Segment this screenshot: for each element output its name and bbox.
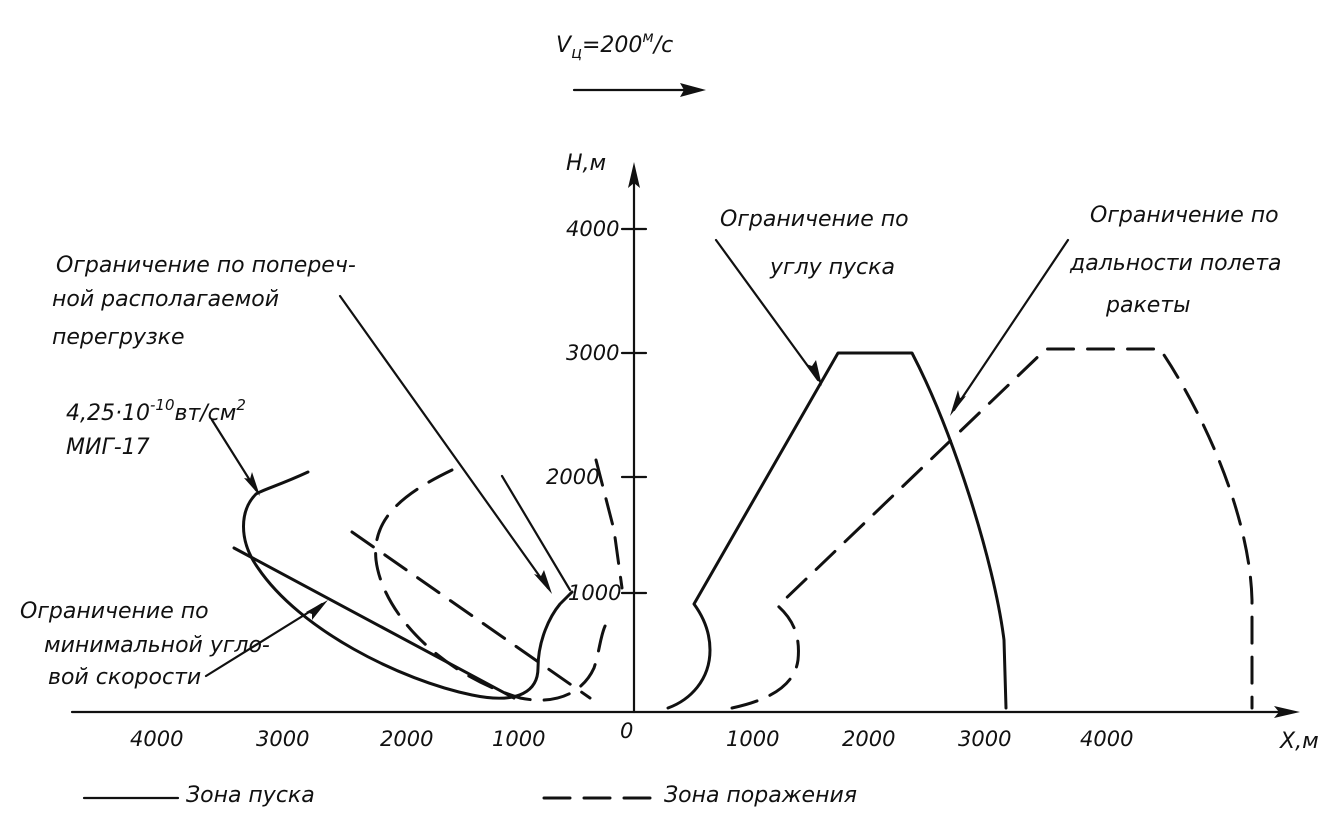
velocity-label: Vц=200м/с	[556, 28, 673, 62]
launch-angle-line-2: углу пуска	[769, 255, 895, 280]
transverse-overload-line-3: перегрузке	[52, 325, 184, 350]
irradiance-leader	[210, 418, 258, 492]
min-angular-arrowhead	[306, 600, 328, 620]
launch-zone-curve	[666, 351, 1008, 710]
launch-angle-leader	[714, 238, 820, 382]
left-dashed-boundary-line	[350, 530, 592, 700]
legend: Зона пуска Зона поражения	[82, 783, 857, 808]
irradiance-unit-exp: 2	[236, 396, 246, 414]
transverse-overload-line-2: ной располагаемой	[52, 287, 279, 312]
annotation-min-angular-velocity: Ограничение по минимальной угло- вой ско…	[20, 599, 328, 690]
launch-angle-line-1: Ограничение по	[720, 207, 909, 232]
kill-zone-left-curve	[374, 468, 608, 702]
transverse-overload-leader	[338, 294, 550, 590]
svg-text:Vц=200м/с: Vц=200м/с	[556, 28, 673, 62]
x-tick-left-1000: 1000	[492, 727, 545, 751]
flight-range-line-3: ракеты	[1105, 293, 1190, 318]
min-angular-leader	[204, 602, 324, 678]
transverse-overload-line-1: Ограничение по попереч-	[56, 253, 356, 278]
x-axis-arrowhead	[1274, 706, 1300, 718]
h-tick-4000: 4000	[566, 217, 619, 241]
flight-range-line-1: Ограничение по	[1090, 203, 1279, 228]
kill-zone-left-upper	[594, 458, 624, 590]
left-upper-short-line	[500, 474, 572, 592]
flight-range-leader	[952, 238, 1070, 412]
x-tick-left-2000: 2000	[380, 727, 433, 751]
x-tick-left-3000: 3000	[256, 727, 309, 751]
annotation-transverse-overload: Ограничение по попереч- ной располагаемо…	[52, 253, 552, 594]
x-axis-label: X,м	[1279, 729, 1319, 754]
h-tick-3000: 3000	[566, 341, 619, 365]
annotation-irradiance: 4,25·10-10вт/см2 МИГ-17	[66, 396, 260, 496]
min-angular-line-3: вой скорости	[48, 665, 201, 690]
h-axis-label: H,м	[566, 151, 606, 176]
min-angular-line-2: минимальной угло-	[44, 633, 270, 658]
x-tick-left-4000: 4000	[130, 727, 183, 751]
velocity-symbol: V	[556, 33, 573, 58]
launch-zone-left-curve	[242, 470, 574, 700]
h-tick-2000: 2000	[546, 465, 599, 489]
x-tick-right-4000: 4000	[1080, 727, 1133, 751]
x-tick-right-1000: 1000	[726, 727, 779, 751]
transverse-overload-arrowhead	[534, 570, 552, 594]
aircraft-label: МИГ-17	[66, 435, 150, 460]
annotation-launch-angle: Ограничение по углу пуска	[714, 207, 909, 386]
velocity-unit-tail: /с	[652, 33, 674, 58]
legend-kill-zone: Зона поражения	[664, 783, 857, 808]
left-boundary-line	[232, 546, 516, 700]
velocity-arrow	[572, 83, 706, 97]
h-tick-1000: 1000	[568, 581, 621, 605]
launch-angle-arrowhead	[806, 360, 822, 386]
flight-range-arrowhead	[950, 390, 966, 416]
h-axis	[628, 162, 640, 714]
velocity-value: =200	[582, 33, 642, 58]
legend-launch-zone: Зона пуска	[186, 783, 315, 808]
x-tick-right-2000: 2000	[842, 727, 895, 751]
kill-zone-curve	[730, 347, 1254, 710]
x-axis	[70, 706, 1300, 718]
irradiance-arrowhead	[244, 472, 260, 496]
svg-text:4,25·10-10вт/см2: 4,25·10-10вт/см2	[66, 396, 246, 426]
h-axis-ticks	[620, 227, 648, 595]
irradiance-value: 4,25·10	[66, 401, 150, 426]
irradiance-unit: вт/см	[174, 401, 236, 426]
velocity-arrowhead	[680, 83, 706, 97]
flight-range-line-2: дальности полета	[1069, 251, 1282, 276]
velocity-unit-sup: м	[642, 28, 653, 46]
velocity-subscript: ц	[571, 43, 582, 62]
min-angular-line-1: Ограничение по	[20, 599, 209, 624]
annotation-flight-range: Ограничение по дальности полета ракеты	[950, 203, 1282, 416]
x-tick-right-3000: 3000	[958, 727, 1011, 751]
h-axis-arrowhead	[628, 162, 640, 188]
irradiance-exponent: -10	[150, 396, 175, 414]
x-tick-origin: 0	[620, 719, 633, 743]
